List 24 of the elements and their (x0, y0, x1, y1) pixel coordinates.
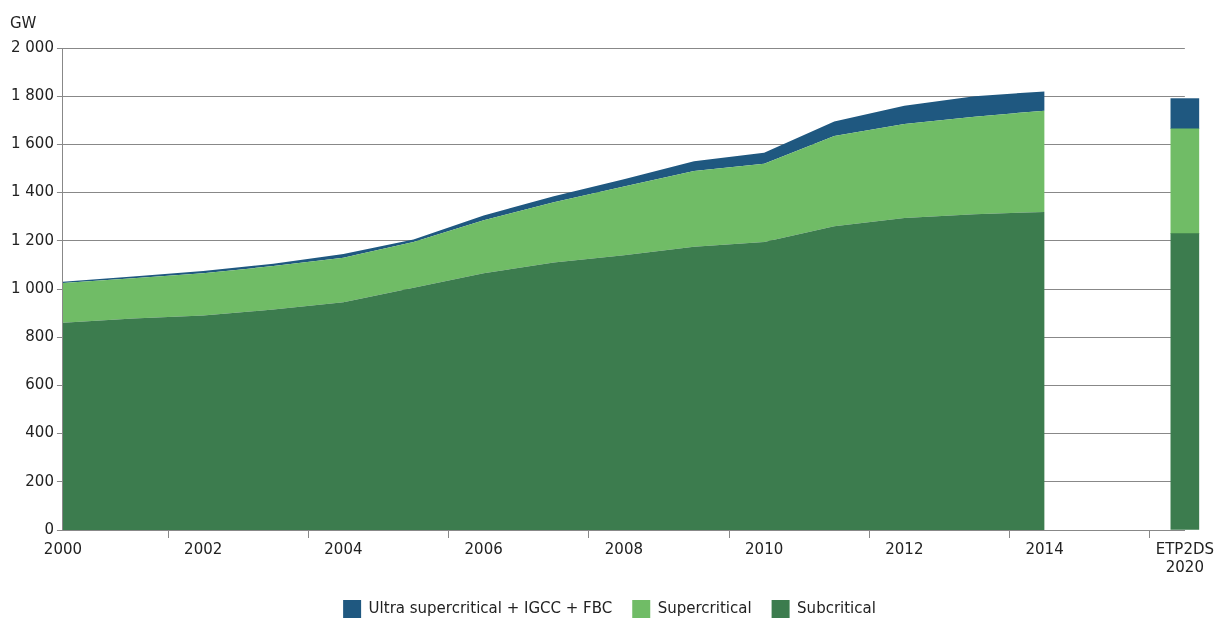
x-tick-label: 2014 (1025, 539, 1064, 558)
x-tick-label: ETP2DS 2020 (1155, 539, 1215, 576)
y-tick-label: 1 400 (10, 182, 54, 201)
y-tick-label: 600 (25, 375, 54, 394)
y-axis-title: GW (10, 14, 37, 33)
legend-label: Supercritical (657, 598, 752, 617)
legend-label: Ultra supercritical + IGCC + FBC (368, 598, 613, 617)
y-tick-label: 0 (44, 519, 54, 538)
x-tick-label: 2000 (43, 539, 83, 558)
y-tick-label: 1 200 (10, 230, 54, 249)
x-tick-label: 2004 (324, 539, 363, 558)
legend-label: Subcritical (797, 598, 876, 617)
x-tick-label: 2006 (464, 539, 503, 558)
y-tick-label: 1 600 (10, 134, 54, 153)
y-tick-label: 200 (25, 471, 54, 490)
x-tick-label: 2012 (885, 539, 924, 558)
x-tick-label: 2002 (184, 539, 223, 558)
y-tick-label: 1 800 (10, 86, 54, 105)
y-tick-label: 800 (25, 327, 54, 346)
x-tick-label: 2008 (604, 539, 643, 558)
y-tick-label: 2 000 (10, 37, 54, 56)
y-tick-label: 1 000 (10, 278, 54, 297)
x-tick-label: 2010 (745, 539, 784, 558)
y-tick-label: 400 (25, 423, 54, 442)
